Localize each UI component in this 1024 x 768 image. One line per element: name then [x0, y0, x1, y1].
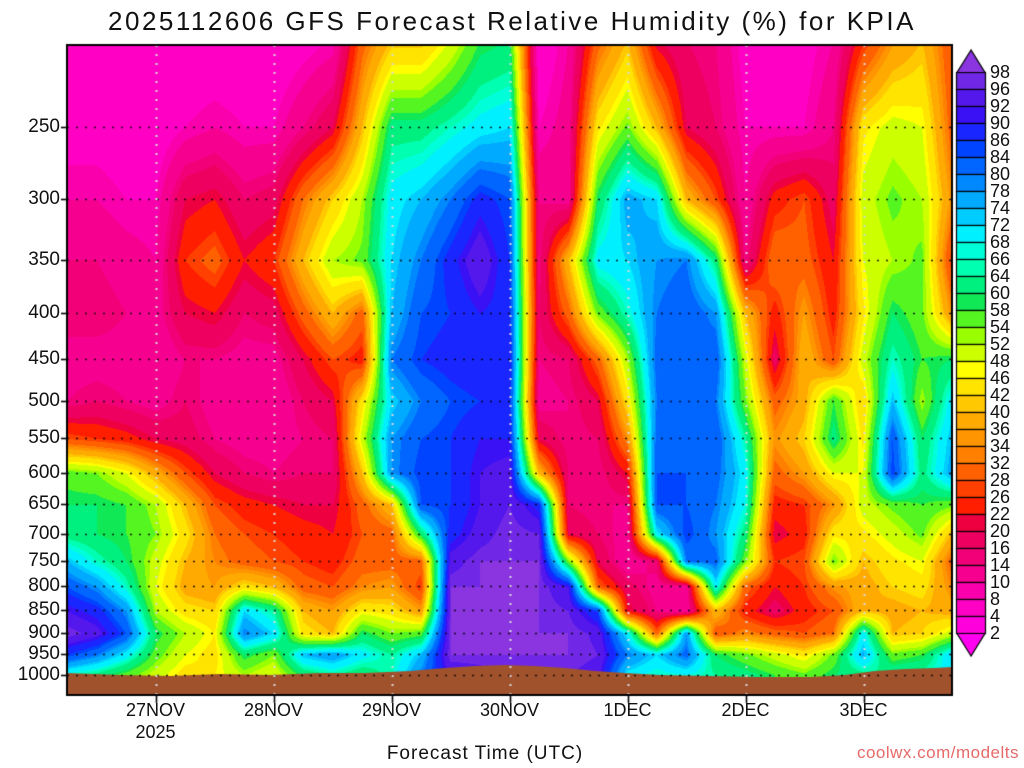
colorbar-label: 40: [990, 402, 1011, 422]
colorbar-label: 96: [990, 79, 1011, 99]
y-tick-label: 600: [28, 461, 60, 483]
colorbar-label: 66: [990, 249, 1011, 269]
colorbar-label: 84: [990, 147, 1011, 167]
colorbar-label: 52: [990, 334, 1011, 354]
x-tick-label: 29NOV: [361, 700, 422, 720]
colorbar-label: 34: [990, 436, 1011, 456]
colorbar-label: 68: [990, 232, 1011, 252]
y-tick-label: 1000: [17, 663, 60, 685]
colorbar-label: 46: [990, 368, 1011, 388]
colorbar-label: 4: [990, 606, 1001, 626]
colorbar-label: 48: [990, 351, 1011, 371]
colorbar-label: 98: [990, 62, 1011, 82]
colorbar-label: 28: [990, 470, 1011, 490]
colorbar-label: 78: [990, 181, 1011, 201]
colorbar-label: 92: [990, 96, 1011, 116]
colorbar-label: 20: [990, 521, 1011, 541]
colorbar-label: 74: [990, 198, 1011, 218]
x-tick-label: 1DEC: [603, 700, 652, 720]
colorbar-label: 2: [990, 623, 1001, 643]
y-tick-label: 300: [28, 188, 60, 210]
colorbar-label: 32: [990, 453, 1011, 473]
colorbar-label: 22: [990, 504, 1011, 524]
colorbar-label: 8: [990, 589, 1001, 609]
x-tick-label: 30NOV: [479, 700, 540, 720]
y-tick-label: 700: [28, 522, 60, 544]
colorbar-label: 26: [990, 487, 1011, 507]
colorbar-label: 10: [990, 572, 1011, 592]
y-tick-label: 550: [28, 427, 60, 449]
y-tick-label: 250: [28, 116, 60, 137]
colorbar-label: 14: [990, 555, 1011, 575]
y-tick-label: 400: [28, 301, 60, 323]
colorbar-label: 42: [990, 385, 1011, 405]
colorbar-label: 64: [990, 266, 1011, 286]
x-tick-label: 28NOV: [243, 700, 304, 720]
colorbar-label: 86: [990, 130, 1011, 150]
y-tick-label: 350: [28, 248, 60, 270]
x-tick-label: 2DEC: [721, 700, 770, 720]
colorbar-label: 16: [990, 538, 1011, 558]
colorbar-label: 90: [990, 113, 1011, 133]
y-tick-label: 650: [28, 493, 60, 515]
x-tick-label: 3DEC: [839, 700, 888, 720]
colorbar-label: 60: [990, 283, 1011, 303]
y-tick-label: 500: [28, 389, 60, 411]
x-tick-label: 27NOV: [125, 700, 186, 720]
x-axis-title: Forecast Time (UTC): [386, 743, 584, 764]
y-tick-label: 450: [28, 348, 60, 370]
x-axis-year-label: 2025: [135, 722, 176, 742]
colorbar-label: 54: [990, 317, 1011, 337]
colorbar-label: 80: [990, 164, 1011, 184]
colorbar-label: 58: [990, 300, 1011, 320]
y-tick-label: 800: [28, 575, 60, 597]
y-tick-label: 950: [28, 643, 60, 665]
watermark-link[interactable]: coolwx.com/modelts: [856, 743, 1019, 762]
colorbar-label: 72: [990, 215, 1011, 235]
y-tick-label: 850: [28, 599, 60, 621]
y-tick-label: 750: [28, 549, 60, 571]
colorbar-label: 36: [990, 419, 1011, 439]
y-tick-label: 900: [28, 621, 60, 643]
